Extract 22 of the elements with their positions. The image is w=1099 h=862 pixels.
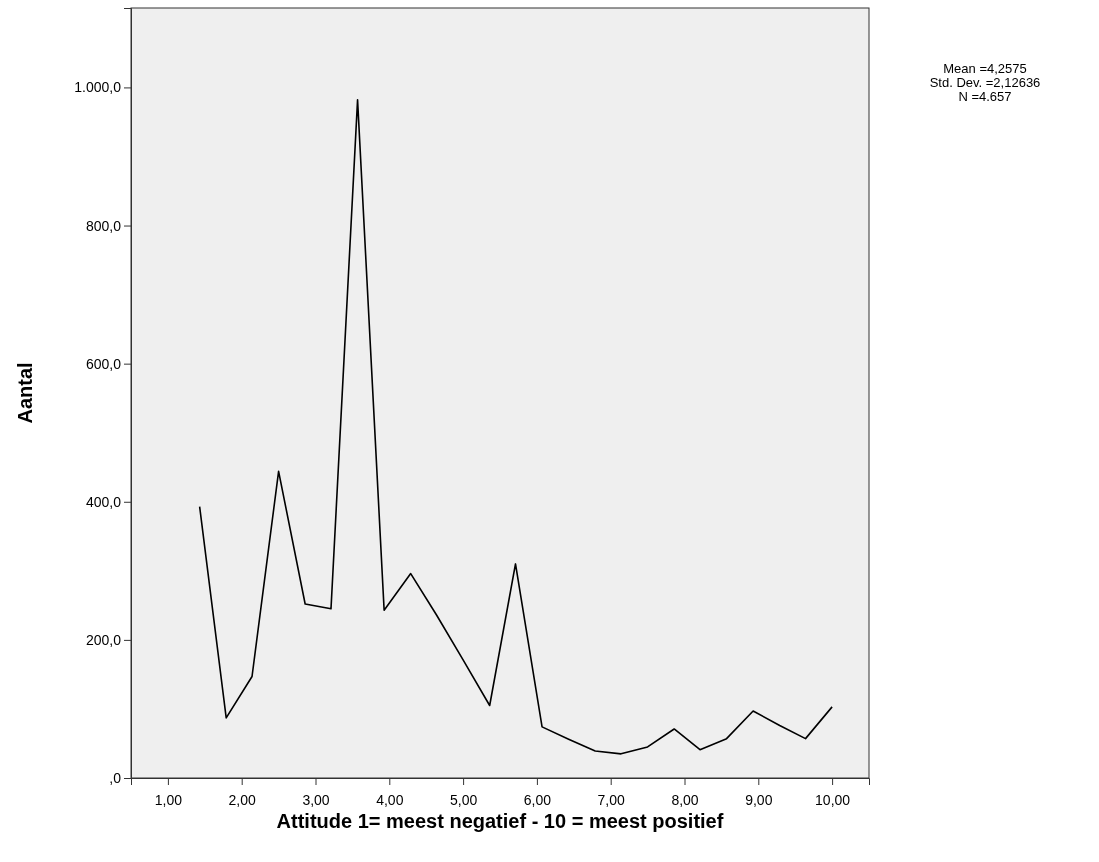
y-tick-label: ,0 — [109, 769, 122, 786]
x-tick-label: 7,00 — [597, 791, 626, 808]
y-tick-label: 1.000,0 — [74, 79, 122, 96]
text: N =4.657 — [958, 89, 1012, 104]
x-tick-label: 6,00 — [523, 791, 552, 808]
x-tick-label: 1,00 — [154, 791, 183, 808]
text: Mean =4,2575 — [943, 61, 1027, 76]
y-tick-label: 800,0 — [85, 217, 122, 234]
x-axis-title: Attitude 1= meest negatief - 10 = meest positief — [276, 810, 724, 832]
y-tick-label: 400,0 — [85, 493, 122, 510]
y-tick-label: 600,0 — [85, 355, 122, 372]
x-tick-label: 9,00 — [745, 791, 773, 808]
text: Std. Dev. =2,12636 — [929, 75, 1041, 90]
x-tick-label: 3,00 — [302, 791, 330, 808]
x-tick-label: 8,00 — [671, 791, 699, 808]
y-axis-title: Aantal — [14, 362, 36, 424]
line-series — [198, 99, 833, 755]
x-tick-label: 10,00 — [815, 791, 851, 808]
x-tick-label: 2,00 — [228, 791, 257, 808]
x-tick-label: 5,00 — [449, 791, 478, 808]
x-tick-label: 4,00 — [376, 791, 404, 808]
y-tick-label: 200,0 — [85, 631, 122, 648]
